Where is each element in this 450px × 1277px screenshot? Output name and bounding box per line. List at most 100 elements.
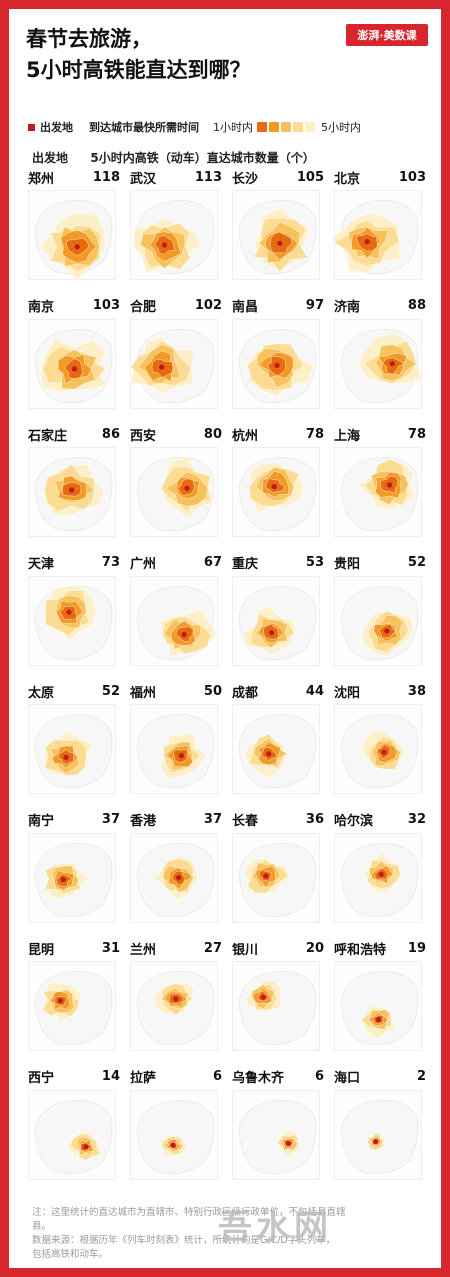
footnote-line-3: 包括高铁和动车。 [32, 1249, 109, 1260]
city-name: 香港 [130, 814, 157, 829]
origin-marker [170, 1142, 176, 1148]
city-panel-header: 合肥 102 [130, 297, 222, 315]
city-count: 19 [407, 940, 426, 956]
reachable-area-map [28, 190, 116, 280]
legend-min-label: 1小时内 [213, 121, 253, 134]
city-count: 78 [305, 426, 324, 442]
origin-marker [176, 874, 182, 880]
china-map-thumbnail [238, 457, 317, 532]
reachable-area-map [232, 704, 320, 794]
city-panel-header: 香港 37 [130, 811, 222, 829]
city-count: 52 [407, 555, 426, 570]
city-name: 北京 [334, 171, 361, 187]
city-count: 80 [203, 426, 222, 442]
china-map-thumbnail [340, 842, 419, 917]
china-map-thumbnail [340, 328, 422, 403]
reachable-area-map [28, 318, 116, 409]
city-count: 67 [203, 555, 222, 570]
city-count: 103 [398, 169, 426, 185]
reachable-area-map [232, 832, 320, 923]
reachable-area-map [334, 318, 422, 409]
city-count: 86 [101, 426, 120, 442]
city-count: 50 [203, 683, 222, 699]
city-panel: 重庆 53 [232, 554, 324, 684]
city-count: 118 [92, 169, 120, 185]
china-map-thumbnail [34, 842, 113, 917]
city-panel: 太原 52 [28, 682, 120, 812]
city-panel-header: 济南 88 [334, 297, 426, 315]
reachable-area-map [28, 447, 116, 537]
origin-marker [266, 751, 272, 757]
city-panel: 杭州 78 [232, 425, 324, 555]
city-count: 113 [194, 169, 222, 185]
city-panel: 广州 67 [130, 554, 222, 684]
legend: 出发地 到达城市最快所需时间 1小时内 5小时内 [28, 119, 428, 135]
city-name: 贵阳 [334, 557, 361, 572]
city-name: 郑州 [28, 171, 55, 187]
china-map-thumbnail [340, 714, 419, 789]
origin-marker [375, 1016, 382, 1023]
origin-marker [173, 996, 179, 1002]
china-map-thumbnail [238, 714, 317, 789]
city-name: 长春 [232, 814, 259, 829]
city-panel-header: 福州 50 [130, 682, 222, 701]
city-count: 97 [305, 298, 324, 313]
reachable-area-map [334, 190, 422, 280]
legend-swatch [281, 122, 291, 132]
city-name: 天津 [28, 557, 55, 572]
origin-marker [57, 998, 64, 1004]
city-name: 沈阳 [334, 685, 361, 701]
origin-marker [271, 484, 277, 490]
china-map-thumbnail [238, 585, 317, 660]
city-panel: 呼和浩特 19 [334, 939, 426, 1069]
city-panel: 拉萨 6 [130, 1068, 222, 1198]
origin-marker [260, 994, 266, 1000]
city-panel-header: 拉萨 6 [130, 1068, 222, 1086]
city-panel-header: 贵阳 52 [334, 554, 426, 572]
city-panel: 贵阳 52 [334, 554, 426, 684]
city-panel: 西宁 14 [28, 1068, 120, 1198]
city-panel-header: 南京 103 [28, 297, 120, 315]
origin-marker [83, 1143, 89, 1149]
china-map-thumbnail [136, 842, 215, 917]
city-panel: 武汉 113 [130, 168, 222, 298]
origin-swatch [28, 123, 35, 131]
city-name: 杭州 [232, 428, 259, 444]
city-panel-header: 郑州 118 [28, 168, 120, 187]
city-count: 44 [305, 683, 324, 699]
origin-marker [161, 242, 168, 248]
city-count: 6 [212, 1069, 222, 1084]
china-map-thumbnail [34, 457, 113, 532]
origin-marker [373, 1138, 379, 1144]
city-panel-header: 兰州 27 [130, 939, 222, 958]
reachable-area-map [334, 575, 422, 666]
origin-marker [178, 753, 184, 759]
city-panel: 上海 78 [334, 425, 426, 555]
city-name: 武汉 [130, 171, 157, 187]
city-name: 昆明 [28, 942, 55, 958]
city-panel-header: 海口 2 [334, 1068, 426, 1086]
city-panel-header: 乌鲁木齐 6 [232, 1068, 324, 1086]
city-name: 太原 [28, 685, 55, 701]
city-panel-header: 呼和浩特 19 [334, 939, 426, 958]
china-map-thumbnail [136, 714, 215, 789]
city-name: 南昌 [232, 300, 259, 315]
legend-max-label: 5小时内 [321, 121, 361, 134]
city-count: 37 [203, 812, 222, 827]
legend-swatch [257, 122, 267, 132]
legend-swatch [293, 122, 303, 132]
footnote-line-2: 数据来源：根据历年《列车时刻表》统计，所统计的是G/C/D字头列车， [32, 1235, 336, 1246]
china-map-thumbnail [136, 585, 217, 660]
city-panel: 成都 44 [232, 682, 324, 812]
china-map-thumbnail [238, 842, 317, 917]
city-panel: 济南 88 [334, 297, 426, 427]
city-name: 哈尔滨 [334, 814, 374, 829]
city-name: 银川 [232, 942, 259, 958]
reachable-area-map [28, 704, 116, 794]
city-panel: 南宁 37 [28, 811, 120, 941]
reachable-area-map [130, 704, 218, 794]
column-header-count: 5小时内高铁（动车）直达城市数量（个） [90, 151, 315, 165]
china-map-thumbnail [136, 1099, 215, 1174]
china-map-thumbnail [340, 585, 419, 660]
city-name: 上海 [334, 428, 361, 444]
